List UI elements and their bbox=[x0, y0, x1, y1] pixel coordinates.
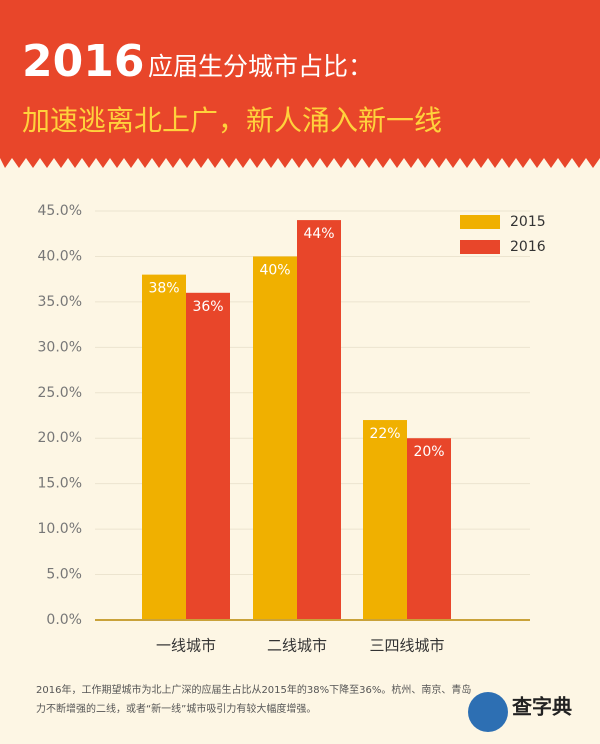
logo-icon bbox=[468, 692, 508, 732]
y-tick-label: 35.0% bbox=[38, 294, 82, 310]
x-tick-label: 三四线城市 bbox=[369, 637, 444, 655]
y-tick-label: 5.0% bbox=[46, 567, 82, 583]
footnote: 2016年，工作期望城市为北上广深的应届生占比从2015年的38%下降至36%。… bbox=[36, 683, 471, 696]
title: 应届生分城市占比： bbox=[148, 52, 373, 81]
value-label: 38% bbox=[148, 281, 179, 297]
y-tick-label: 30.0% bbox=[38, 339, 82, 355]
y-tick-label: 0.0% bbox=[46, 612, 82, 628]
y-tick-label: 25.0% bbox=[38, 385, 82, 401]
logo-text: 查字典 bbox=[512, 695, 572, 719]
y-tick-label: 45.0% bbox=[38, 203, 82, 219]
bar bbox=[253, 256, 297, 620]
y-tick-label: 20.0% bbox=[38, 430, 82, 446]
legend-swatch bbox=[460, 240, 500, 254]
bar bbox=[407, 438, 451, 620]
value-label: 20% bbox=[413, 444, 444, 460]
header-band bbox=[0, 0, 600, 168]
subtitle: 加速逃离北上广，新人涌入新一线 bbox=[22, 104, 442, 137]
legend-label: 2016 bbox=[510, 239, 546, 255]
legend-label: 2015 bbox=[510, 214, 546, 230]
bar bbox=[297, 220, 341, 621]
y-tick-label: 10.0% bbox=[38, 521, 82, 537]
title-year: 2016 bbox=[22, 36, 144, 87]
bar bbox=[363, 420, 407, 620]
y-tick-label: 40.0% bbox=[38, 248, 82, 264]
value-label: 40% bbox=[259, 262, 290, 278]
legend-swatch bbox=[460, 215, 500, 229]
bar bbox=[142, 274, 186, 620]
x-tick-label: 二线城市 bbox=[267, 637, 327, 655]
footnote: 力不断增强的二线，或者“新一线”城市吸引力有较大幅度增强。 bbox=[36, 702, 316, 715]
value-label: 44% bbox=[303, 226, 334, 242]
x-tick-label: 一线城市 bbox=[156, 637, 216, 655]
y-tick-label: 15.0% bbox=[38, 476, 82, 492]
bar bbox=[186, 292, 230, 620]
value-label: 36% bbox=[192, 299, 223, 315]
value-label: 22% bbox=[369, 426, 400, 442]
